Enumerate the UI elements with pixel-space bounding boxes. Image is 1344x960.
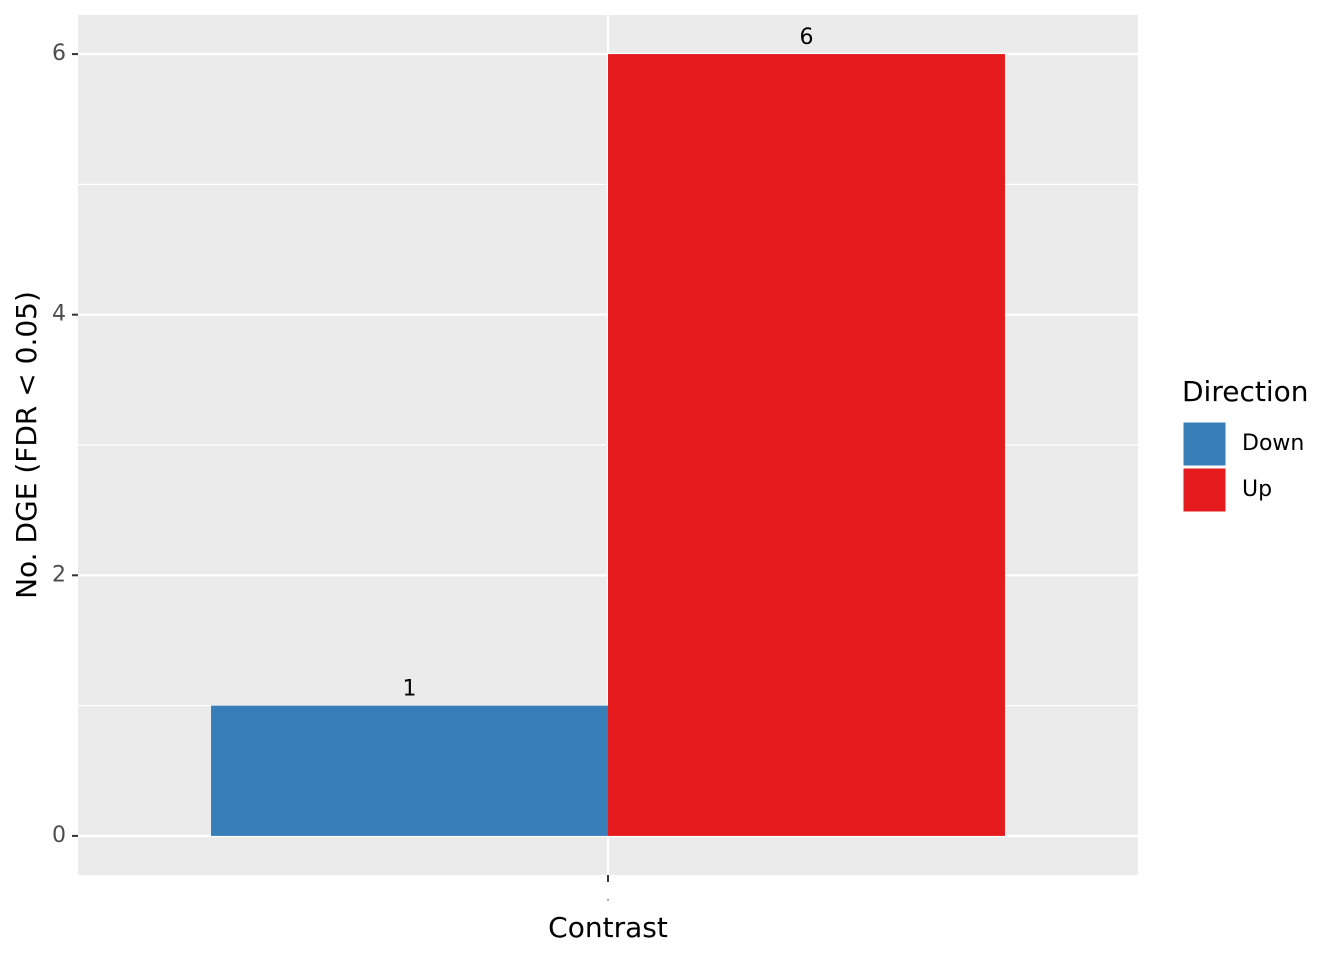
y-tick-label: 6 (52, 41, 66, 66)
data-label: 6 (799, 25, 813, 50)
bar (608, 54, 1005, 836)
y-tick-label: 0 (52, 823, 66, 848)
data-label: 1 (403, 677, 417, 702)
x-axis-title: Contrast (548, 911, 668, 944)
legend-title: Direction (1182, 375, 1309, 408)
y-axis-title: No. DGE (FDR < 0.05) (10, 291, 43, 599)
legend-key (1182, 421, 1227, 467)
legend-key (1182, 467, 1227, 513)
y-tick-label: 4 (52, 302, 66, 327)
y-tick-label: 2 (52, 562, 66, 587)
bar (211, 705, 608, 836)
x-tick-label: . (606, 890, 610, 904)
legend-label: Up (1242, 477, 1272, 502)
legend-label: Down (1242, 431, 1304, 456)
